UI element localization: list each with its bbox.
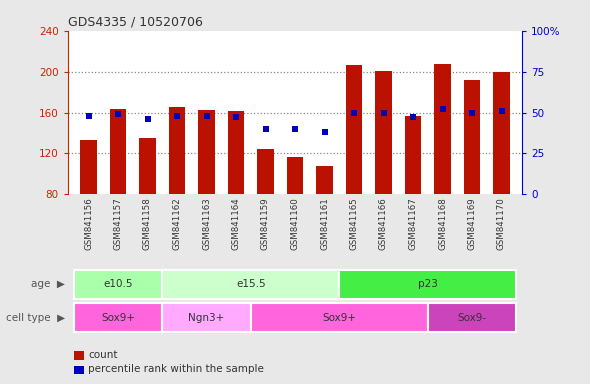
Text: count: count [88,350,118,360]
Bar [74,303,162,333]
Bar [139,138,156,194]
Bar [251,303,428,333]
Bar [375,71,392,194]
Bar [169,108,185,194]
Bar [257,149,274,194]
Bar [316,166,333,194]
Bar [464,80,480,194]
Bar [198,111,215,194]
Text: Sox9+: Sox9+ [322,313,356,323]
Bar [110,109,126,194]
Text: GDS4335 / 10520706: GDS4335 / 10520706 [68,15,203,28]
Bar [434,65,451,194]
Bar [162,270,339,299]
Bar [339,270,516,299]
Text: Ngn3+: Ngn3+ [188,313,225,323]
Bar [428,303,516,333]
Text: percentile rank within the sample: percentile rank within the sample [88,364,264,374]
Bar [80,140,97,194]
Bar [405,116,421,194]
Text: e10.5: e10.5 [103,279,133,290]
Text: cell type  ▶: cell type ▶ [6,313,65,323]
Text: Sox9+: Sox9+ [101,313,135,323]
Bar [228,111,244,194]
Text: p23: p23 [418,279,438,290]
Bar [287,157,303,194]
Text: e15.5: e15.5 [236,279,266,290]
Text: age  ▶: age ▶ [31,279,65,290]
Bar [346,66,362,194]
Bar [162,303,251,333]
Bar [74,270,162,299]
Text: Sox9-: Sox9- [457,313,487,323]
Bar [493,71,510,194]
